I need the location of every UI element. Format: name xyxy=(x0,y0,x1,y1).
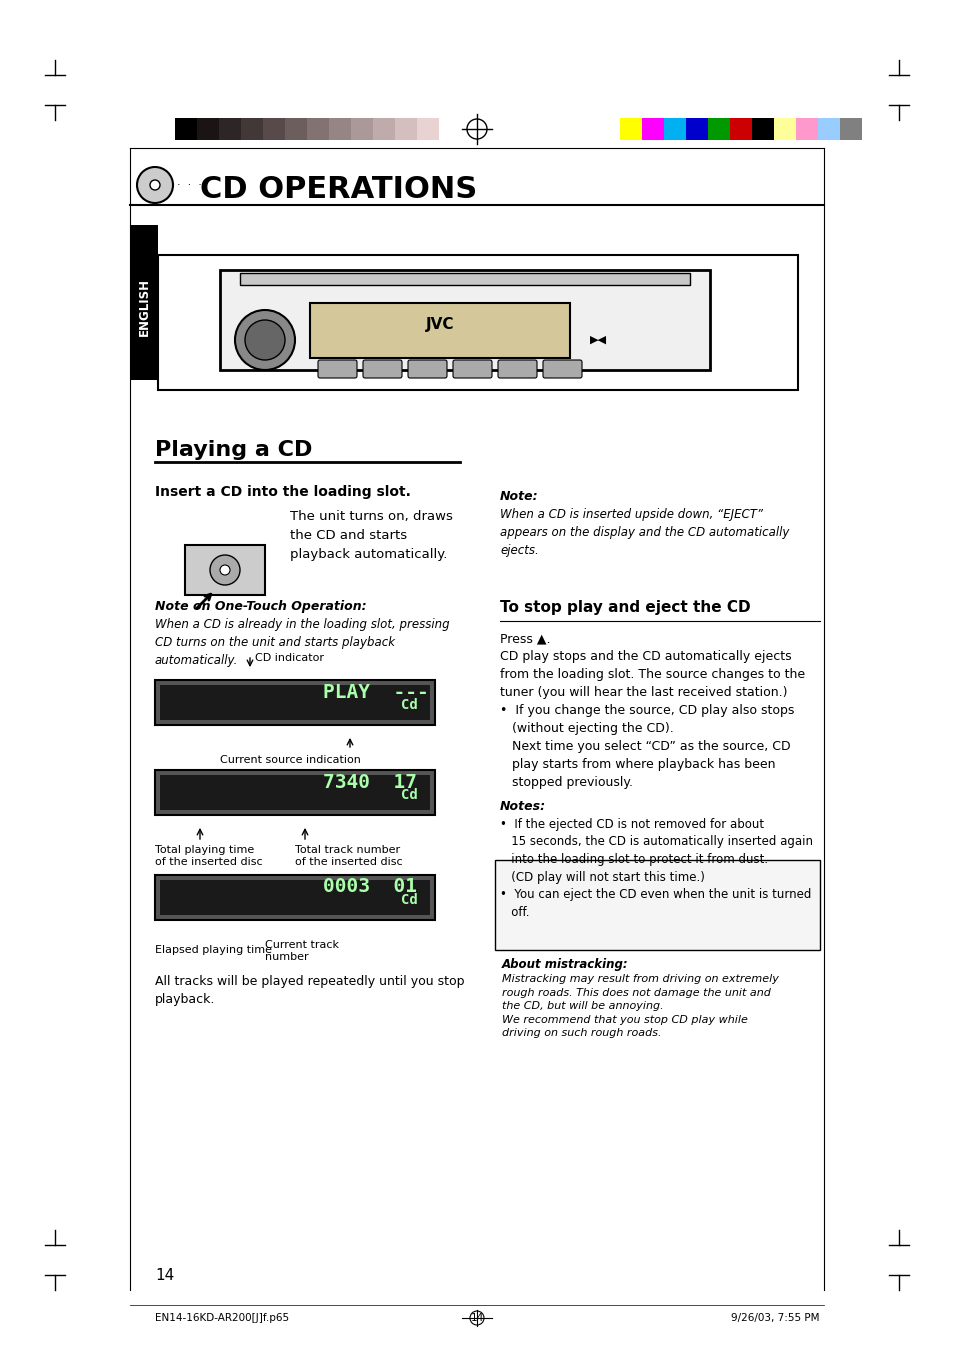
Text: About mistracking:: About mistracking: xyxy=(501,958,628,971)
Text: Insert a CD into the loading slot.: Insert a CD into the loading slot. xyxy=(154,485,411,499)
Bar xyxy=(773,118,795,141)
Bar xyxy=(219,118,241,141)
Text: 9/26/03, 7:55 PM: 9/26/03, 7:55 PM xyxy=(731,1313,820,1323)
Text: Elapsed playing time: Elapsed playing time xyxy=(154,944,272,955)
Bar xyxy=(795,118,817,141)
Bar xyxy=(307,118,329,141)
Text: JVC: JVC xyxy=(425,317,454,332)
Text: Playing a CD: Playing a CD xyxy=(154,440,312,459)
Bar xyxy=(158,255,797,390)
Text: 7340  17: 7340 17 xyxy=(323,773,428,792)
FancyBboxPatch shape xyxy=(453,359,492,378)
Bar xyxy=(130,226,158,380)
Text: CD indicator: CD indicator xyxy=(254,653,324,663)
Text: To stop play and eject the CD: To stop play and eject the CD xyxy=(499,600,750,615)
Bar xyxy=(263,118,285,141)
Bar xyxy=(160,775,430,811)
Bar xyxy=(840,118,862,141)
FancyBboxPatch shape xyxy=(408,359,447,378)
Bar xyxy=(438,118,460,141)
Bar xyxy=(310,303,569,358)
Text: •  If the ejected CD is not removed for about
   15 seconds, the CD is automatic: • If the ejected CD is not removed for a… xyxy=(499,817,812,919)
Circle shape xyxy=(234,309,294,370)
Text: When a CD is inserted upside down, “EJECT”
appears on the display and the CD aut: When a CD is inserted upside down, “EJEC… xyxy=(499,508,788,557)
Text: Mistracking may result from driving on extremely
rough roads. This does not dama: Mistracking may result from driving on e… xyxy=(501,974,778,1039)
Bar xyxy=(220,270,709,370)
Text: Press ▲.: Press ▲. xyxy=(499,632,550,644)
Text: Current track
number: Current track number xyxy=(265,940,338,962)
Bar xyxy=(241,118,263,141)
Bar xyxy=(395,118,416,141)
Bar xyxy=(240,273,689,285)
FancyBboxPatch shape xyxy=(497,359,537,378)
Bar xyxy=(751,118,773,141)
Text: Total playing time
of the inserted disc: Total playing time of the inserted disc xyxy=(154,844,262,866)
Bar xyxy=(373,118,395,141)
Text: When a CD is already in the loading slot, pressing
CD turns on the unit and star: When a CD is already in the loading slot… xyxy=(154,617,449,667)
Polygon shape xyxy=(185,544,265,594)
Bar xyxy=(154,875,435,920)
Bar xyxy=(663,118,685,141)
Text: Note:: Note: xyxy=(499,490,538,503)
Bar xyxy=(729,118,751,141)
Circle shape xyxy=(220,565,230,576)
Text: Notes:: Notes: xyxy=(499,800,545,813)
Bar xyxy=(707,118,729,141)
Text: 14: 14 xyxy=(470,1313,483,1323)
Circle shape xyxy=(150,180,160,190)
Text: Note on One-Touch Operation:: Note on One-Touch Operation: xyxy=(154,600,366,613)
Text: Total track number
of the inserted disc: Total track number of the inserted disc xyxy=(294,844,402,866)
Circle shape xyxy=(245,320,285,359)
Bar xyxy=(154,770,435,815)
Bar xyxy=(685,118,707,141)
Text: Cd: Cd xyxy=(401,893,417,907)
Bar xyxy=(817,118,840,141)
Text: Cd: Cd xyxy=(401,698,417,712)
FancyBboxPatch shape xyxy=(542,359,581,378)
Text: 0003  01: 0003 01 xyxy=(323,878,428,897)
Text: The unit turns on, draws
the CD and starts
playback automatically.: The unit turns on, draws the CD and star… xyxy=(290,509,453,561)
Circle shape xyxy=(210,555,240,585)
Bar xyxy=(285,118,307,141)
Text: 14: 14 xyxy=(154,1267,174,1282)
Bar xyxy=(329,118,351,141)
Bar xyxy=(196,118,219,141)
Text: PLAY  ---: PLAY --- xyxy=(323,682,440,701)
Bar xyxy=(416,118,438,141)
Bar xyxy=(641,118,663,141)
FancyBboxPatch shape xyxy=(363,359,401,378)
Text: EN14-16KD-AR200[J]f.p65: EN14-16KD-AR200[J]f.p65 xyxy=(154,1313,289,1323)
Text: CD OPERATIONS: CD OPERATIONS xyxy=(200,176,477,204)
Circle shape xyxy=(137,168,172,203)
Bar xyxy=(154,680,435,725)
Text: All tracks will be played repeatedly until you stop
playback.: All tracks will be played repeatedly unt… xyxy=(154,975,464,1006)
Bar xyxy=(174,118,196,141)
FancyBboxPatch shape xyxy=(495,861,820,950)
Bar xyxy=(619,118,641,141)
Text: ▶◀: ▶◀ xyxy=(589,335,606,345)
Bar xyxy=(160,685,430,720)
Text: CD play stops and the CD automatically ejects
from the loading slot. The source : CD play stops and the CD automatically e… xyxy=(499,650,804,789)
Bar xyxy=(160,880,430,915)
Bar xyxy=(351,118,373,141)
FancyBboxPatch shape xyxy=(317,359,356,378)
Text: Current source indication: Current source indication xyxy=(220,755,360,765)
Text: ENGLISH: ENGLISH xyxy=(137,278,151,336)
Text: Cd: Cd xyxy=(401,788,417,802)
Text: ·  ·  ·: · · · xyxy=(177,180,202,190)
